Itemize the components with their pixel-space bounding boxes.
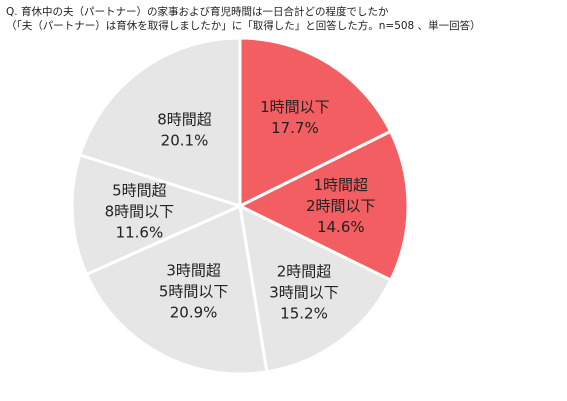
pie-slice-label: 5時間超 8時間以下 11.6%	[105, 182, 175, 242]
pie-slices	[70, 36, 410, 376]
slice-value: 17.7%	[271, 119, 319, 137]
pie-slice	[70, 153, 242, 276]
slice-value: 11.6%	[116, 224, 164, 242]
pie-slice	[238, 36, 393, 208]
slice-category: 8時間以下	[105, 203, 175, 221]
pie-slice	[238, 129, 410, 282]
question-text: Q. 育休中の夫（パートナー）の家事および育児時間は一日合計どの程度でしたか	[6, 6, 389, 18]
pie-slice	[238, 204, 393, 374]
slice-category: 2時間超	[277, 262, 332, 280]
slice-category: 3時間以下	[269, 283, 339, 301]
pie-slice-label: 1時間以下 17.7%	[260, 98, 330, 137]
slice-category: 5時間超	[112, 182, 167, 200]
pie-slice-label: 8時間超 20.1%	[157, 111, 212, 150]
slice-category: 1時間超	[314, 176, 369, 194]
slice-category: 5時間以下	[159, 283, 229, 301]
slice-value: 14.6%	[317, 218, 365, 236]
slice-category: 1時間以下	[260, 98, 330, 116]
slice-category: 2時間以下	[306, 197, 376, 215]
pie-slice-label: 2時間超 3時間以下 15.2%	[269, 262, 339, 322]
slice-category: 3時間超	[166, 262, 221, 280]
respondent-condition-text: （「夫（パートナー）は育休を取得しましたか」に「取得した」と回答した方。n=50…	[6, 20, 481, 32]
pie-slice-label: 1時間超 2時間以下 14.6%	[306, 176, 376, 236]
slice-category: 8時間超	[157, 111, 212, 129]
pie-slice	[78, 36, 242, 208]
question-header: Q. 育休中の夫（パートナー）の家事および育児時間は一日合計どの程度でしたか （…	[6, 5, 562, 33]
slice-value: 20.1%	[161, 132, 209, 150]
slice-value: 15.2%	[280, 304, 328, 322]
pie-labels: 1時間以下 17.7% 1時間超 2時間以下 14.6% 2時間超 3時間以下 15.2% 3時…	[105, 98, 376, 322]
pie-slice	[85, 204, 269, 376]
slice-value: 20.9%	[170, 304, 218, 322]
pie-slice-label: 3時間超 5時間以下 20.9%	[159, 262, 229, 322]
